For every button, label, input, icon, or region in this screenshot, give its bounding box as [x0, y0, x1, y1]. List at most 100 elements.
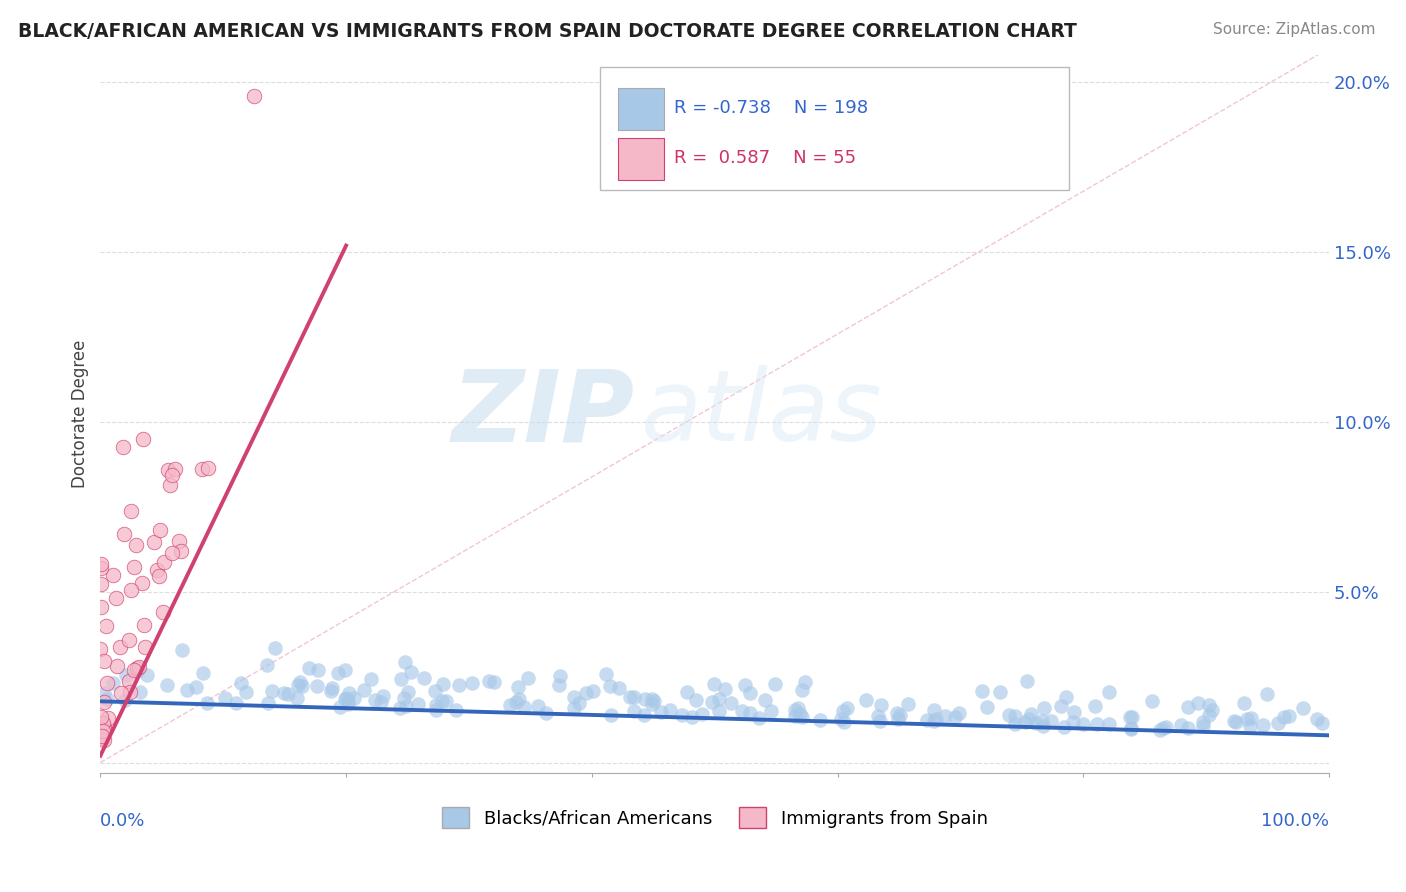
Point	[170, 544, 193, 558]
Point	[1019, 707, 1042, 722]
Point	[319, 683, 342, 698]
Point	[343, 691, 366, 706]
Point	[129, 685, 152, 699]
Point	[731, 704, 754, 718]
Point	[832, 714, 855, 729]
Point	[600, 708, 623, 723]
Point	[396, 684, 419, 698]
Point	[134, 618, 156, 632]
Point	[305, 679, 328, 693]
Point	[720, 696, 742, 710]
Point	[976, 699, 998, 714]
Point	[1063, 705, 1085, 719]
Point	[108, 640, 131, 655]
Point	[124, 663, 146, 677]
Point	[93, 686, 115, 700]
FancyBboxPatch shape	[617, 88, 665, 129]
Point	[1292, 700, 1315, 714]
Point	[595, 666, 617, 681]
Point	[120, 583, 142, 598]
Point	[759, 704, 782, 718]
Point	[703, 677, 725, 691]
Point	[432, 677, 454, 691]
Point	[176, 682, 198, 697]
Point	[1251, 718, 1274, 732]
Point	[243, 89, 266, 103]
Point	[257, 696, 280, 710]
Point	[1032, 719, 1054, 733]
Point	[685, 693, 707, 707]
Point	[132, 433, 155, 447]
Point	[169, 534, 191, 549]
Point	[389, 672, 412, 686]
Point	[1033, 701, 1056, 715]
Point	[444, 703, 467, 717]
Point	[633, 708, 655, 723]
Point	[156, 463, 179, 477]
Point	[235, 685, 257, 699]
Point	[623, 690, 645, 704]
Point	[91, 715, 114, 730]
Point	[787, 701, 810, 715]
Point	[447, 678, 470, 692]
Point	[562, 701, 585, 715]
Point	[1198, 707, 1220, 722]
Point	[287, 678, 309, 692]
Point	[832, 704, 855, 718]
Point	[392, 691, 415, 706]
Point	[412, 671, 434, 685]
Point	[124, 538, 146, 552]
Point	[808, 713, 831, 727]
Point	[869, 714, 891, 728]
Point	[1098, 717, 1121, 731]
Point	[508, 680, 530, 694]
Point	[478, 673, 501, 688]
Point	[972, 683, 994, 698]
Point	[924, 712, 946, 726]
Point	[143, 534, 166, 549]
Point	[1191, 719, 1213, 733]
Point	[1053, 720, 1076, 734]
Point	[783, 709, 806, 723]
Point	[148, 523, 170, 537]
Text: Source: ZipAtlas.com: Source: ZipAtlas.com	[1212, 22, 1375, 37]
Point	[922, 703, 945, 717]
Point	[513, 699, 536, 714]
Point	[389, 701, 412, 715]
Point	[336, 693, 359, 707]
Point	[700, 695, 723, 709]
Point	[623, 704, 645, 718]
Point	[197, 696, 219, 710]
Point	[641, 697, 664, 711]
Point	[1098, 685, 1121, 699]
Point	[93, 654, 115, 668]
Point	[1149, 723, 1171, 737]
Point	[134, 640, 156, 655]
Point	[165, 462, 187, 476]
Point	[370, 695, 392, 709]
Point	[131, 575, 153, 590]
Point	[360, 672, 382, 686]
Point	[837, 701, 859, 715]
Point	[395, 698, 418, 713]
Point	[225, 696, 247, 710]
Point	[148, 569, 170, 583]
Point	[516, 672, 538, 686]
Point	[794, 674, 817, 689]
Point	[156, 678, 179, 692]
Point	[734, 678, 756, 692]
Point	[1087, 717, 1109, 731]
Point	[1154, 720, 1177, 734]
Point	[434, 694, 457, 708]
Point	[353, 683, 375, 698]
Point	[934, 709, 956, 723]
Point	[785, 703, 807, 717]
Point	[114, 693, 136, 707]
Point	[229, 676, 252, 690]
Point	[214, 691, 236, 706]
Point	[152, 605, 174, 619]
FancyBboxPatch shape	[617, 138, 665, 180]
Point	[288, 675, 311, 690]
Text: atlas: atlas	[641, 366, 883, 462]
Point	[1240, 711, 1263, 725]
